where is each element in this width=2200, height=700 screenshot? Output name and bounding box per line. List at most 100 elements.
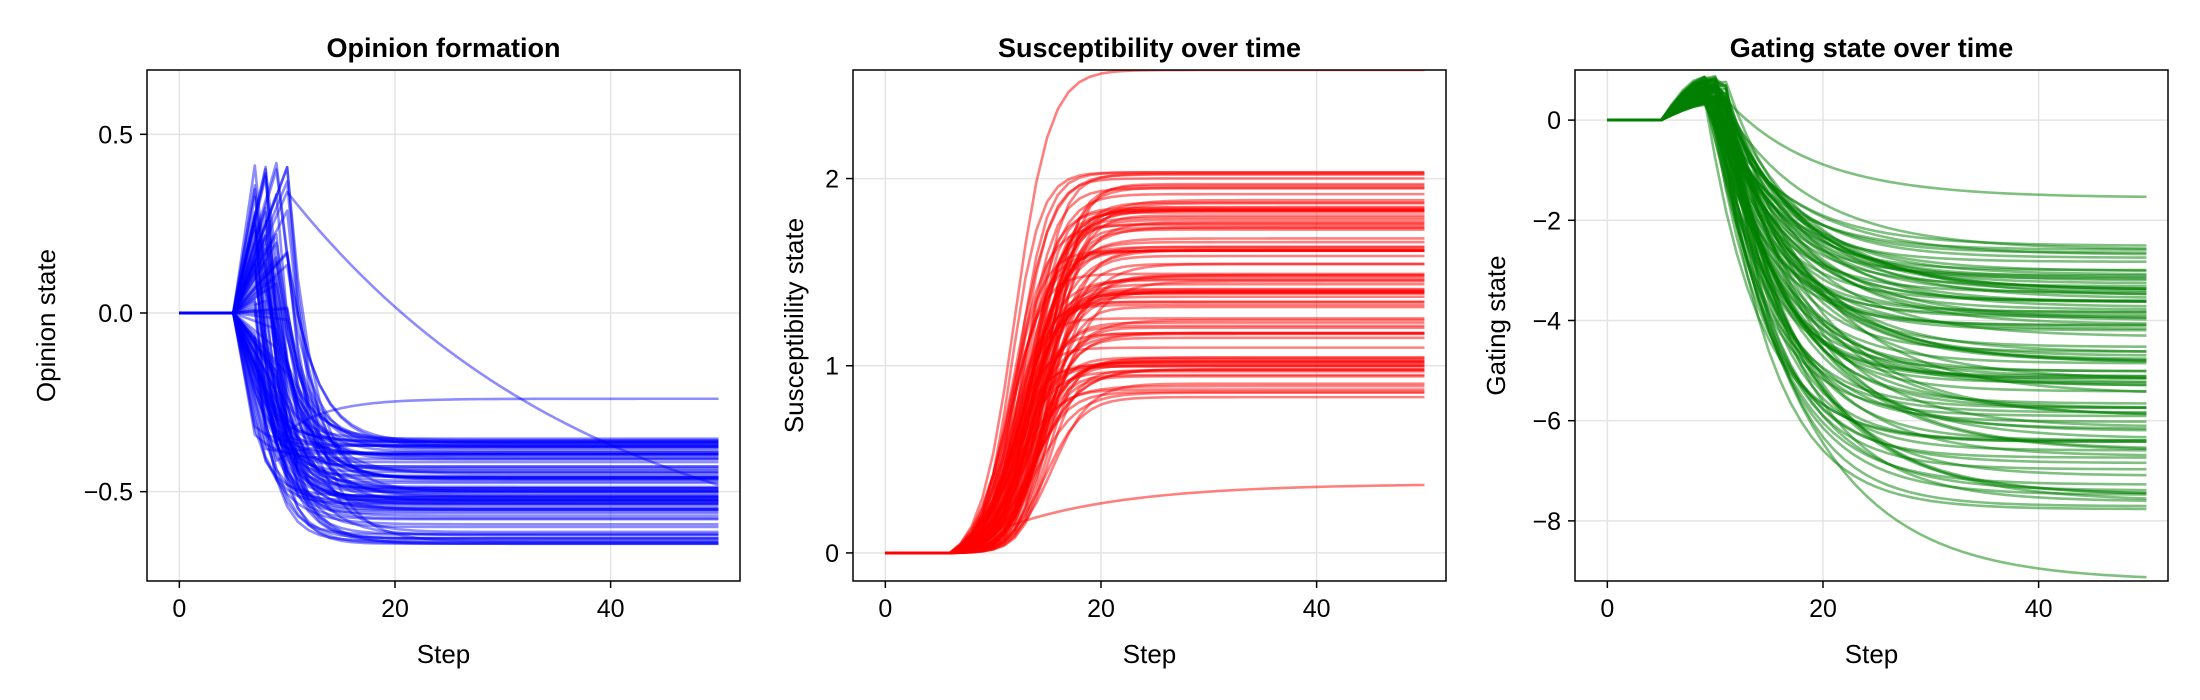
series-line [179, 311, 719, 499]
gridlines [147, 70, 740, 581]
y-ticks: −0.5 0.0 0.5 [84, 121, 147, 507]
chart-title: Opinion formation [327, 33, 561, 63]
series-line [179, 300, 719, 513]
series-line [179, 260, 719, 544]
chart-panel-gating: 0 20 40 −8 −6 −4 −2 0 Gating state over time S… [1481, 33, 2169, 669]
series-lines [1607, 75, 2147, 579]
y-tick-label: −2 [1532, 207, 1561, 235]
series-line [179, 311, 719, 540]
series-line [885, 248, 1425, 555]
series-line [885, 206, 1425, 555]
x-ticks: 0 20 40 [878, 581, 1331, 623]
series-line [885, 346, 1425, 555]
x-axis-label: Step [1123, 639, 1177, 669]
series-line [179, 279, 719, 444]
series-line [179, 311, 719, 454]
series-line [179, 311, 719, 505]
series-line [179, 210, 719, 529]
series-line [179, 311, 719, 464]
series-line [179, 311, 719, 526]
series-line [885, 282, 1425, 555]
series-line [1607, 97, 2147, 279]
series-line [1607, 100, 2147, 316]
series-line [179, 311, 719, 490]
series-line [179, 311, 719, 474]
x-tick-label: 20 [1087, 595, 1115, 623]
series-lines [179, 161, 719, 546]
series-line [179, 180, 719, 474]
series-line [885, 300, 1425, 555]
y-ticks: 0 1 2 [825, 166, 853, 568]
x-axis-label: Step [417, 639, 471, 669]
series-line [179, 263, 719, 449]
series-line [179, 172, 719, 501]
series-line [179, 175, 719, 479]
series-line [885, 395, 1425, 555]
y-tick-label: 1 [825, 353, 839, 381]
series-line [885, 288, 1425, 555]
series-line [885, 373, 1425, 555]
series-line [179, 241, 719, 443]
x-tick-label: 0 [172, 595, 186, 623]
series-line [1607, 94, 2147, 451]
series-line [179, 311, 719, 489]
x-tick-label: 40 [1303, 595, 1331, 623]
series-line [1607, 90, 2147, 250]
series-line [179, 311, 719, 494]
series-line [179, 250, 719, 503]
series-line [885, 317, 1425, 555]
series-line [885, 209, 1425, 555]
series-line [885, 272, 1425, 555]
series-line [179, 264, 719, 499]
series-line [885, 368, 1425, 555]
y-tick-label: −8 [1532, 508, 1561, 536]
series-line [179, 247, 719, 456]
series-line [179, 219, 719, 493]
chart-title: Gating state over time [1730, 33, 2014, 63]
series-line [179, 311, 719, 449]
series-line [179, 311, 719, 456]
y-axis-label: Gating state [1481, 255, 1511, 395]
series-line [179, 311, 719, 468]
series-line [179, 311, 719, 499]
y-tick-label: −0.5 [84, 479, 133, 507]
x-tick-label: 20 [381, 595, 409, 623]
series-line [885, 205, 1425, 555]
series-line [179, 311, 719, 504]
series-line [179, 311, 719, 443]
series-line [179, 306, 719, 506]
series-line [179, 308, 719, 509]
series-line [179, 193, 719, 472]
series-line [179, 243, 719, 540]
x-tick-label: 0 [878, 595, 892, 623]
series-line [885, 273, 1425, 555]
series-line [885, 318, 1425, 555]
chart-panel-opinion: 0 20 40 −0.50.00.5 Opinion formation Step … [31, 33, 741, 669]
series-line [179, 311, 719, 505]
series-line [1607, 100, 2147, 353]
series-line [179, 258, 719, 505]
series-line [885, 70, 1425, 555]
series-line [885, 274, 1425, 555]
series-line [179, 282, 719, 446]
series-line [179, 195, 719, 459]
y-tick-label: 0 [825, 540, 839, 568]
series-line [179, 221, 719, 512]
y-tick-label: 2 [825, 166, 839, 194]
series-line [179, 190, 719, 487]
y-axis-label: Susceptibility state [779, 218, 809, 433]
y-tick-label: −4 [1532, 307, 1561, 335]
series-line [179, 165, 719, 493]
series-line [179, 233, 719, 498]
series-line [179, 311, 719, 443]
x-tick-label: 20 [1809, 595, 1837, 623]
series-line [885, 186, 1425, 555]
series-line [179, 311, 719, 479]
series-line [179, 187, 719, 454]
series-line [179, 165, 719, 540]
series-line [885, 208, 1425, 555]
series-line [885, 289, 1425, 555]
plot-frame [1574, 69, 2169, 582]
series-line [179, 311, 719, 536]
series-line [179, 164, 719, 458]
